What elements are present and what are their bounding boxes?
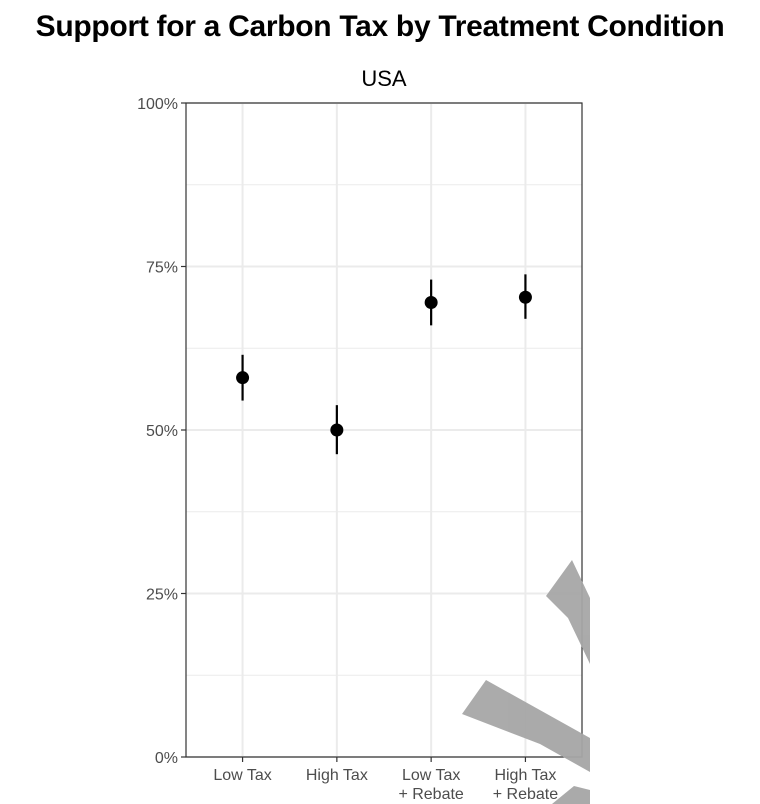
x-tick-label: High Tax — [306, 767, 368, 784]
x-tick-label: Low Tax + Rebate — [398, 767, 463, 803]
x-tick-label: High Tax + Rebate — [493, 767, 558, 803]
data-point — [330, 423, 344, 437]
y-axis: 0% 25% 50% 75% 100% — [137, 96, 186, 767]
x-tick-label: Low Tax — [213, 767, 271, 784]
chart-title: Support for a Carbon Tax by Treatment Co… — [35, 10, 725, 43]
data-point — [236, 371, 250, 385]
panel-title: USA — [361, 66, 407, 91]
data-marks — [236, 274, 532, 455]
y-tick-label: 75% — [146, 260, 178, 277]
plot-border — [185, 102, 583, 758]
data-point — [424, 295, 438, 309]
y-tick-label: 0% — [155, 750, 178, 767]
y-tick-label: 50% — [146, 423, 178, 440]
y-tick-label: 25% — [146, 587, 178, 604]
watermark-graphic — [462, 560, 590, 804]
x-axis: Low Tax High Tax Low Tax + Rebate High Tax + … — [213, 757, 558, 803]
y-tick-label: 100% — [137, 96, 178, 113]
data-point — [518, 290, 532, 304]
